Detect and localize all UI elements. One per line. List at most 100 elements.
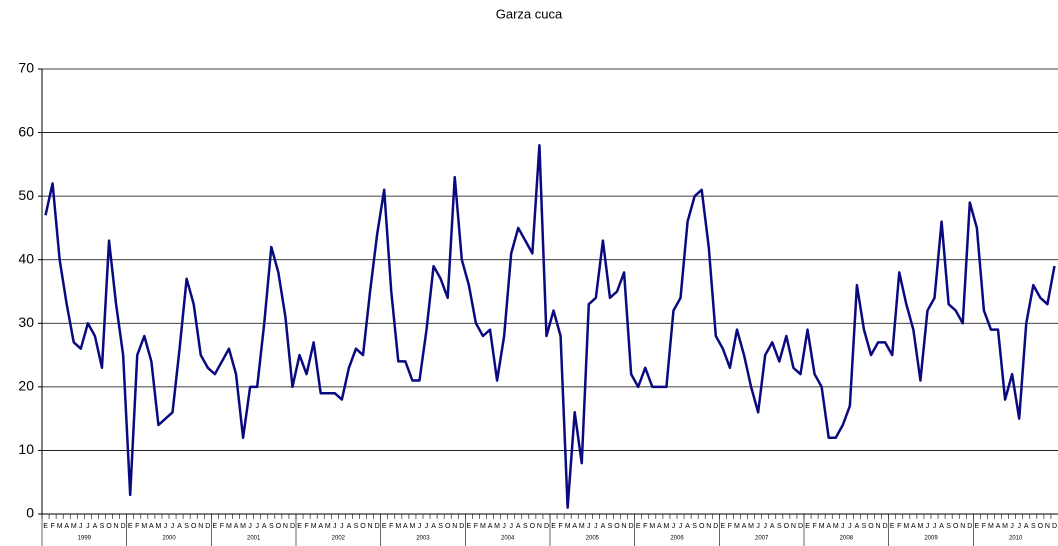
x-tick-label: F [135, 523, 139, 530]
x-tick-label: F [558, 523, 562, 530]
x-tick-label: M [240, 523, 246, 530]
x-tick-label: E [551, 523, 556, 530]
x-tick-label: J [86, 523, 90, 530]
x-tick-label: J [425, 523, 429, 530]
group-label: 2007 [755, 536, 769, 542]
y-tick-label: 30 [18, 314, 34, 330]
x-tick-label: S [184, 523, 189, 530]
x-tick-label: D [883, 523, 888, 530]
x-tick-label: J [255, 523, 259, 530]
x-tick-label: A [657, 523, 662, 530]
x-tick-label: D [1052, 523, 1057, 530]
x-tick-label: S [438, 523, 443, 530]
x-tick-label: N [960, 523, 965, 530]
x-tick-label: J [418, 523, 422, 530]
group-label: 2002 [332, 536, 346, 542]
x-tick-label: O [276, 523, 282, 530]
x-tick-label: S [862, 523, 867, 530]
x-tick-label: J [933, 523, 937, 530]
x-tick-label: E [128, 523, 133, 530]
x-tick-label: J [1010, 523, 1014, 530]
x-tick-label: A [149, 523, 154, 530]
x-tick-label: E [297, 523, 302, 530]
x-tick-label: J [502, 523, 506, 530]
x-tick-label: D [967, 523, 972, 530]
x-tick-label: F [643, 523, 647, 530]
x-tick-label: D [629, 523, 634, 530]
x-tick-label: D [798, 523, 803, 530]
y-tick-label: 0 [26, 505, 34, 521]
x-tick-label: M [155, 523, 161, 530]
x-tick-label: J [171, 523, 175, 530]
x-tick-label: A [403, 523, 408, 530]
x-tick-label: A [262, 523, 267, 530]
x-tick-label: J [756, 523, 760, 530]
x-tick-label: A [93, 523, 98, 530]
x-tick-label: J [1017, 523, 1021, 530]
x-tick-label: M [71, 523, 77, 530]
group-label: 2005 [586, 536, 600, 542]
x-tick-label: D [290, 523, 295, 530]
x-tick-label: A [601, 523, 606, 530]
y-tick-label: 70 [18, 60, 34, 76]
x-tick-label: M [226, 523, 232, 530]
x-tick-label: M [480, 523, 486, 530]
x-tick-label: A [516, 523, 521, 530]
x-tick-label: M [311, 523, 317, 530]
x-tick-label: A [939, 523, 944, 530]
x-tick-label: D [459, 523, 464, 530]
x-tick-label: J [926, 523, 930, 530]
x-tick-label: J [509, 523, 513, 530]
x-tick-label: A [826, 523, 831, 530]
x-tick-label: S [100, 523, 105, 530]
x-tick-label: M [579, 523, 585, 530]
x-tick-label: M [748, 523, 754, 530]
x-tick-label: N [283, 523, 288, 530]
x-tick-label: A [318, 523, 323, 530]
x-tick-label: J [679, 523, 683, 530]
x-tick-label: E [43, 523, 48, 530]
x-tick-label: S [354, 523, 359, 530]
x-tick-label: M [494, 523, 500, 530]
x-tick-label: F [982, 523, 986, 530]
x-tick-label: E [213, 523, 218, 530]
x-tick-label: J [848, 523, 852, 530]
x-tick-label: O [614, 523, 620, 530]
x-tick-label: A [855, 523, 860, 530]
y-tick-label: 50 [18, 187, 34, 203]
x-tick-label: A [572, 523, 577, 530]
x-tick-label: J [340, 523, 344, 530]
x-tick-label: O [191, 523, 197, 530]
x-tick-label: S [1031, 523, 1036, 530]
x-tick-label: O [953, 523, 959, 530]
x-tick-label: D [544, 523, 549, 530]
x-tick-label: A [742, 523, 747, 530]
x-tick-label: F [50, 523, 54, 530]
x-tick-label: O [445, 523, 451, 530]
x-tick-label: F [897, 523, 901, 530]
x-tick-label: J [164, 523, 168, 530]
x-tick-label: M [409, 523, 415, 530]
x-tick-label: M [903, 523, 909, 530]
x-tick-label: M [819, 523, 825, 530]
x-tick-label: O [868, 523, 874, 530]
group-label: 2001 [247, 536, 261, 542]
x-tick-label: M [649, 523, 655, 530]
x-tick-label: E [890, 523, 895, 530]
x-tick-label: M [395, 523, 401, 530]
x-tick-label: N [791, 523, 796, 530]
x-tick-label: J [672, 523, 676, 530]
x-tick-label: N [452, 523, 457, 530]
x-tick-label: F [304, 523, 308, 530]
x-tick-label: M [988, 523, 994, 530]
x-tick-label: S [608, 523, 613, 530]
x-tick-label: F [474, 523, 478, 530]
x-tick-label: F [389, 523, 393, 530]
group-label: 2004 [501, 536, 515, 542]
x-tick-label: F [220, 523, 224, 530]
x-tick-label: S [777, 523, 782, 530]
x-tick-label: M [833, 523, 839, 530]
x-tick-label: E [382, 523, 387, 530]
